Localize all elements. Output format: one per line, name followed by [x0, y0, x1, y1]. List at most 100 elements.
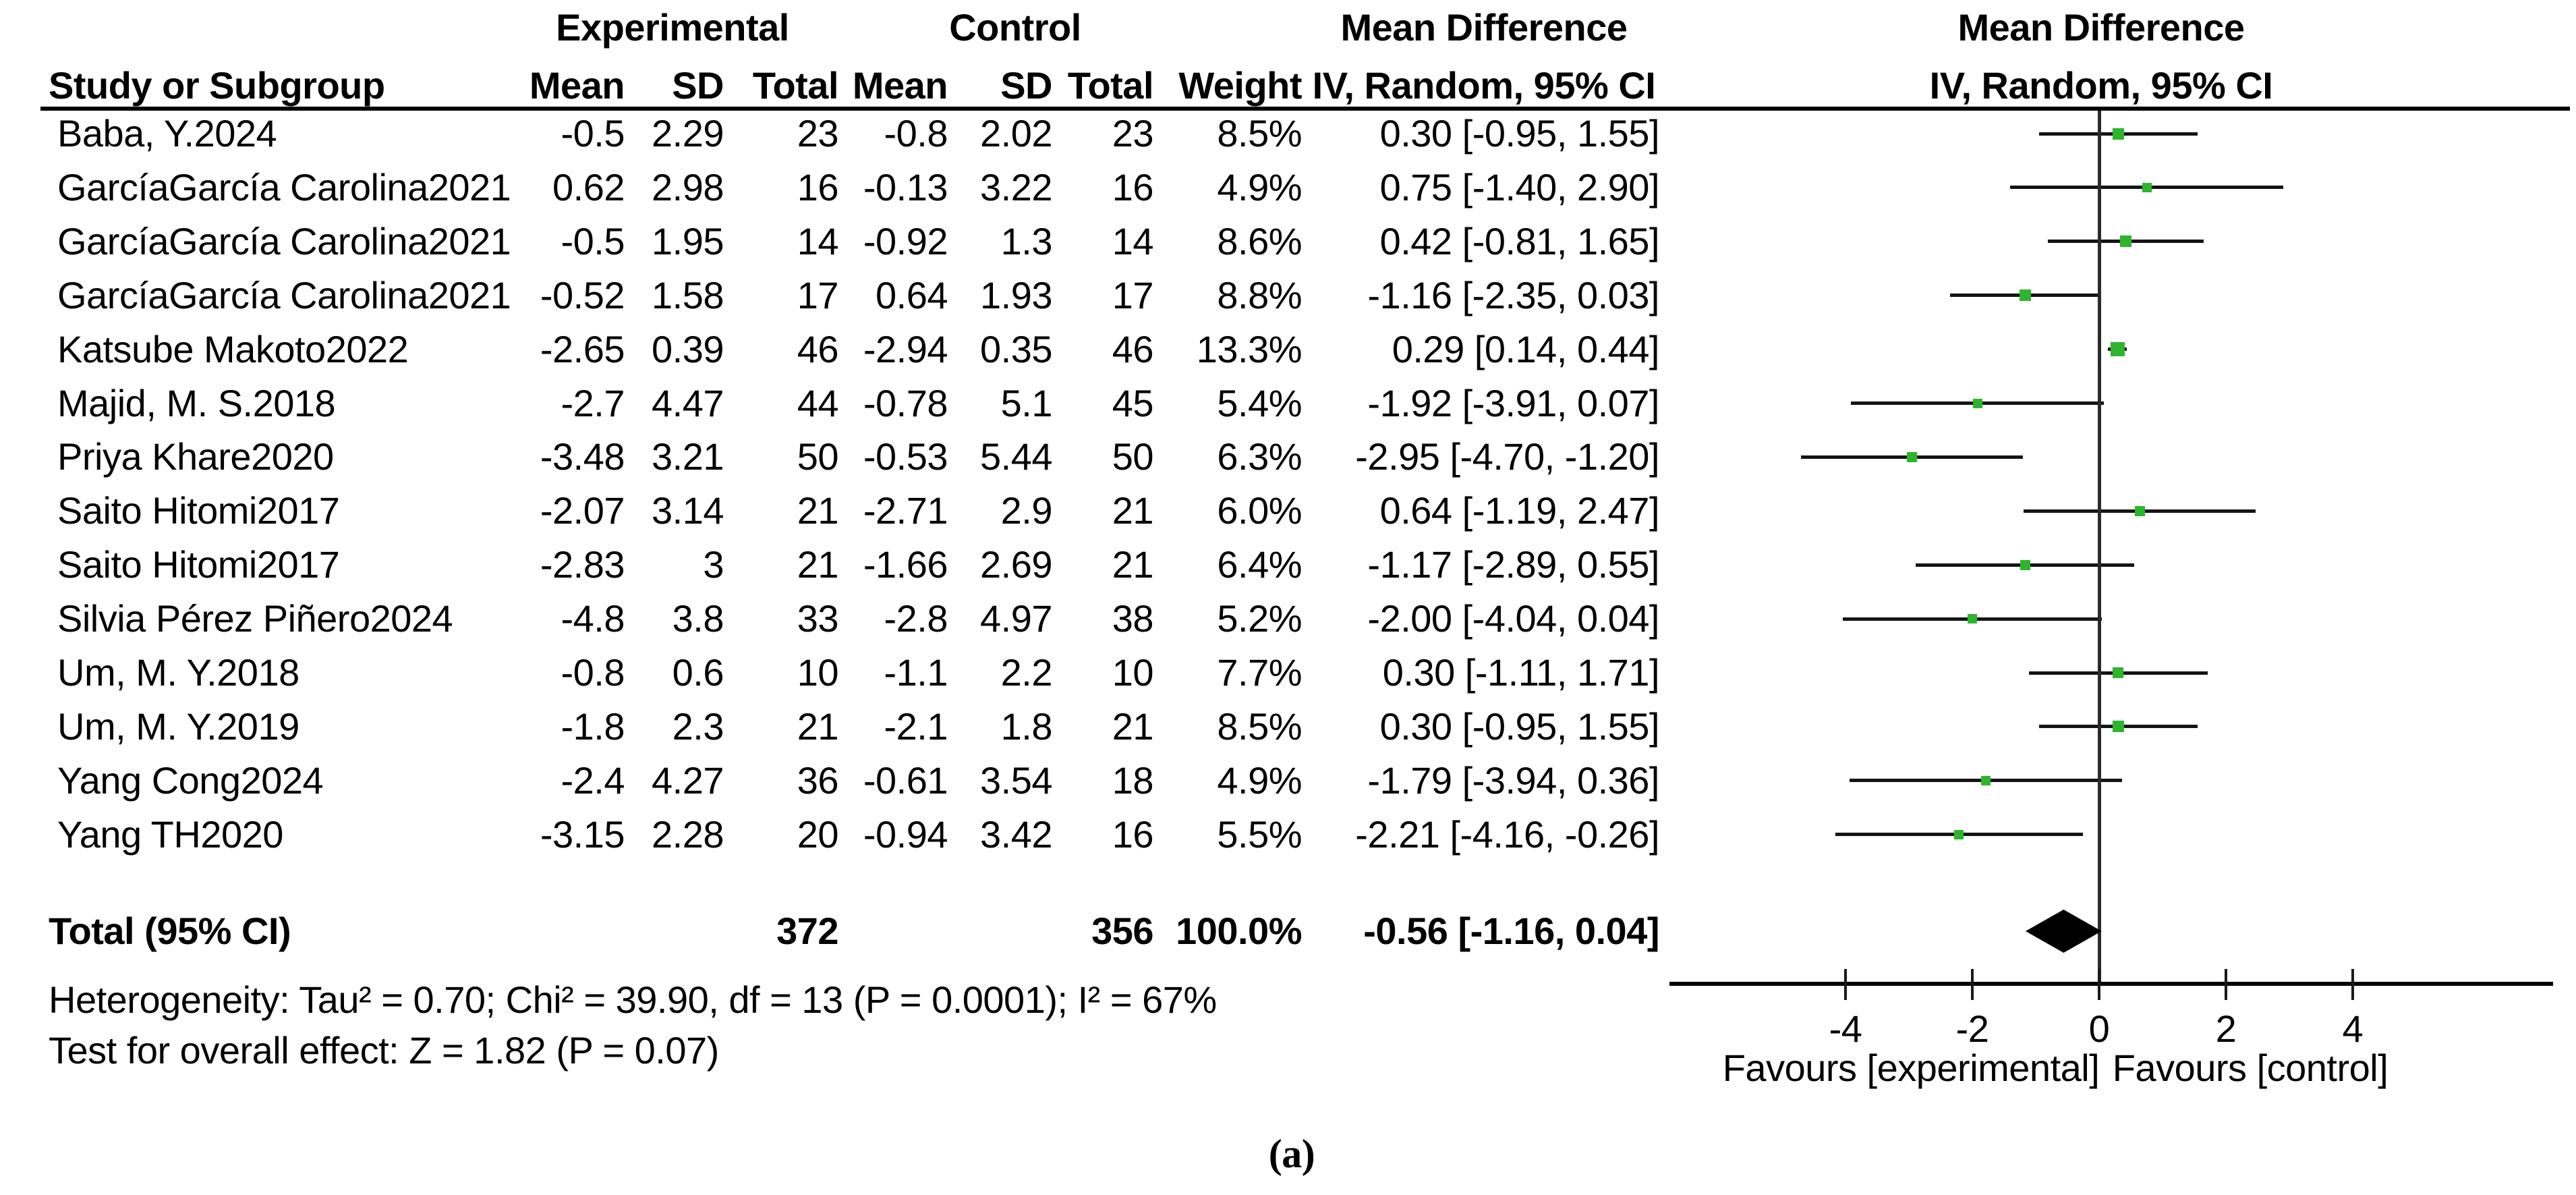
- ctrl_mean-cell: -2.94: [863, 327, 948, 370]
- md_ci-cell: 0.75 [-1.40, 2.90]: [1379, 165, 1660, 209]
- ctrl_total-cell: 21: [1112, 543, 1154, 586]
- column-header-ctrl-mean: Mean: [852, 64, 948, 107]
- ctrl_total-cell: 38: [1112, 597, 1154, 640]
- study-name: GarcíaGarcía Carolina2021: [57, 165, 511, 209]
- study-name: Priya Khare2020: [57, 435, 334, 478]
- md_ci-cell: 0.30 [-0.95, 1.55]: [1379, 704, 1660, 748]
- favours-control-label: Favours [control]: [2112, 1047, 2388, 1089]
- x-axis-tick: [2351, 969, 2354, 1000]
- total-exp-total: 372: [776, 910, 838, 952]
- ctrl_mean-cell: -2.8: [884, 597, 948, 640]
- axis-tick-label: 2: [2215, 1007, 2237, 1050]
- column-header-exp-mean: Mean: [529, 64, 625, 107]
- effect-marker: [2119, 235, 2131, 248]
- weight-cell: 6.4%: [1217, 543, 1302, 586]
- total-label: Total (95% CI): [49, 910, 291, 952]
- ctrl_total-cell: 21: [1112, 704, 1154, 748]
- group-header-control: Control: [949, 6, 1081, 49]
- exp_sd-cell: 3.21: [652, 435, 724, 478]
- ctrl_total-cell: 17: [1112, 273, 1154, 316]
- x-axis-tick: [1971, 969, 1974, 1000]
- overall-effect-text: Test for overall effect: Z = 1.82 (P = 0…: [49, 1029, 719, 1072]
- exp_sd-cell: 2.3: [672, 704, 724, 748]
- ctrl_mean-cell: 0.64: [876, 273, 948, 316]
- exp_mean-cell: 0.62: [552, 165, 625, 209]
- md_ci-cell: 0.64 [-1.19, 2.47]: [1379, 489, 1660, 532]
- axis-tick-label: -2: [1955, 1007, 1989, 1050]
- ctrl_mean-cell: -0.13: [863, 165, 948, 209]
- exp_total-cell: 33: [797, 597, 839, 640]
- exp_mean-cell: -3.48: [540, 435, 625, 478]
- x-axis-tick: [2098, 969, 2100, 1000]
- effect-marker: [1972, 398, 1982, 408]
- ctrl_total-cell: 18: [1112, 758, 1154, 802]
- ctrl_sd-cell: 2.02: [980, 112, 1053, 155]
- column-header-exp-sd: SD: [672, 64, 724, 107]
- column-header-ctrl-total: Total: [1067, 64, 1154, 107]
- ctrl_sd-cell: 1.3: [1000, 219, 1053, 262]
- md_ci-cell: -1.17 [-2.89, 0.55]: [1367, 543, 1659, 586]
- group-header-mean-difference-left: Mean Difference: [1340, 6, 1628, 49]
- effect-marker: [2020, 289, 2032, 302]
- ctrl_sd-cell: 2.2: [1000, 651, 1053, 694]
- md_ci-cell: -2.95 [-4.70, -1.20]: [1355, 435, 1659, 478]
- ctrl_total-cell: 50: [1112, 435, 1154, 478]
- group-header-mean-difference-right: Mean Difference: [1957, 6, 2245, 49]
- ctrl_total-cell: 14: [1112, 219, 1154, 262]
- exp_sd-cell: 4.47: [652, 381, 724, 424]
- effect-marker: [1907, 451, 1918, 462]
- weight-cell: 8.8%: [1217, 273, 1302, 316]
- ctrl_sd-cell: 2.9: [1000, 489, 1053, 532]
- exp_mean-cell: -0.5: [561, 112, 625, 155]
- ctrl_total-cell: 23: [1112, 112, 1154, 155]
- study-name: Katsube Makoto2022: [57, 327, 409, 370]
- exp_mean-cell: -2.65: [540, 327, 625, 370]
- column-header-study: Study or Subgroup: [49, 64, 385, 107]
- weight-cell: 5.4%: [1217, 381, 1302, 424]
- exp_sd-cell: 4.27: [652, 758, 724, 802]
- weight-cell: 7.7%: [1217, 651, 1302, 694]
- exp_sd-cell: 2.98: [652, 165, 724, 209]
- md_ci-cell: 0.29 [0.14, 0.44]: [1392, 327, 1660, 370]
- exp_total-cell: 21: [797, 543, 839, 586]
- axis-tick-label: -4: [1829, 1007, 1862, 1050]
- weight-cell: 5.5%: [1217, 812, 1302, 856]
- exp_total-cell: 44: [797, 381, 839, 424]
- header-rule: [40, 107, 2570, 111]
- pooled-effect-diamond: [2025, 910, 2102, 953]
- ctrl_sd-cell: 3.42: [980, 812, 1053, 856]
- ctrl_mean-cell: -0.8: [884, 112, 948, 155]
- md_ci-cell: -2.21 [-4.16, -0.26]: [1355, 812, 1659, 856]
- effect-marker: [1980, 775, 1991, 785]
- md_ci-cell: 0.30 [-1.11, 1.71]: [1382, 651, 1660, 694]
- ctrl_mean-cell: -2.1: [884, 704, 948, 748]
- ctrl_mean-cell: -0.78: [863, 381, 948, 424]
- exp_total-cell: 46: [797, 327, 839, 370]
- exp_total-cell: 21: [797, 489, 839, 532]
- exp_mean-cell: -0.5: [561, 219, 625, 262]
- exp_mean-cell: -2.07: [540, 489, 625, 532]
- exp_total-cell: 16: [797, 165, 839, 209]
- md_ci-cell: -2.00 [-4.04, 0.04]: [1367, 597, 1659, 640]
- md_ci-cell: -1.79 [-3.94, 0.36]: [1367, 758, 1659, 802]
- exp_total-cell: 36: [797, 758, 839, 802]
- effect-marker: [1954, 829, 1964, 839]
- ctrl_total-cell: 45: [1112, 381, 1154, 424]
- total-ctrl-total: 356: [1091, 910, 1153, 952]
- weight-cell: 8.6%: [1217, 219, 1302, 262]
- weight-cell: 13.3%: [1196, 327, 1303, 370]
- exp_mean-cell: -2.4: [561, 758, 625, 802]
- study-name: Silvia Pérez Piñero2024: [57, 597, 453, 640]
- column-header-weight: Weight: [1178, 64, 1302, 107]
- effect-marker: [2134, 505, 2145, 516]
- exp_sd-cell: 3.14: [652, 489, 724, 532]
- exp_sd-cell: 0.6: [672, 651, 724, 694]
- study-name: Majid, M. S.2018: [57, 381, 336, 424]
- ctrl_sd-cell: 3.22: [980, 165, 1053, 209]
- weight-cell: 6.0%: [1217, 489, 1302, 532]
- effect-marker: [2112, 128, 2124, 140]
- weight-cell: 4.9%: [1217, 758, 1302, 802]
- ctrl_total-cell: 21: [1112, 489, 1154, 532]
- md_ci-cell: -1.92 [-3.91, 0.07]: [1367, 381, 1659, 424]
- exp_mean-cell: -1.8: [561, 704, 625, 748]
